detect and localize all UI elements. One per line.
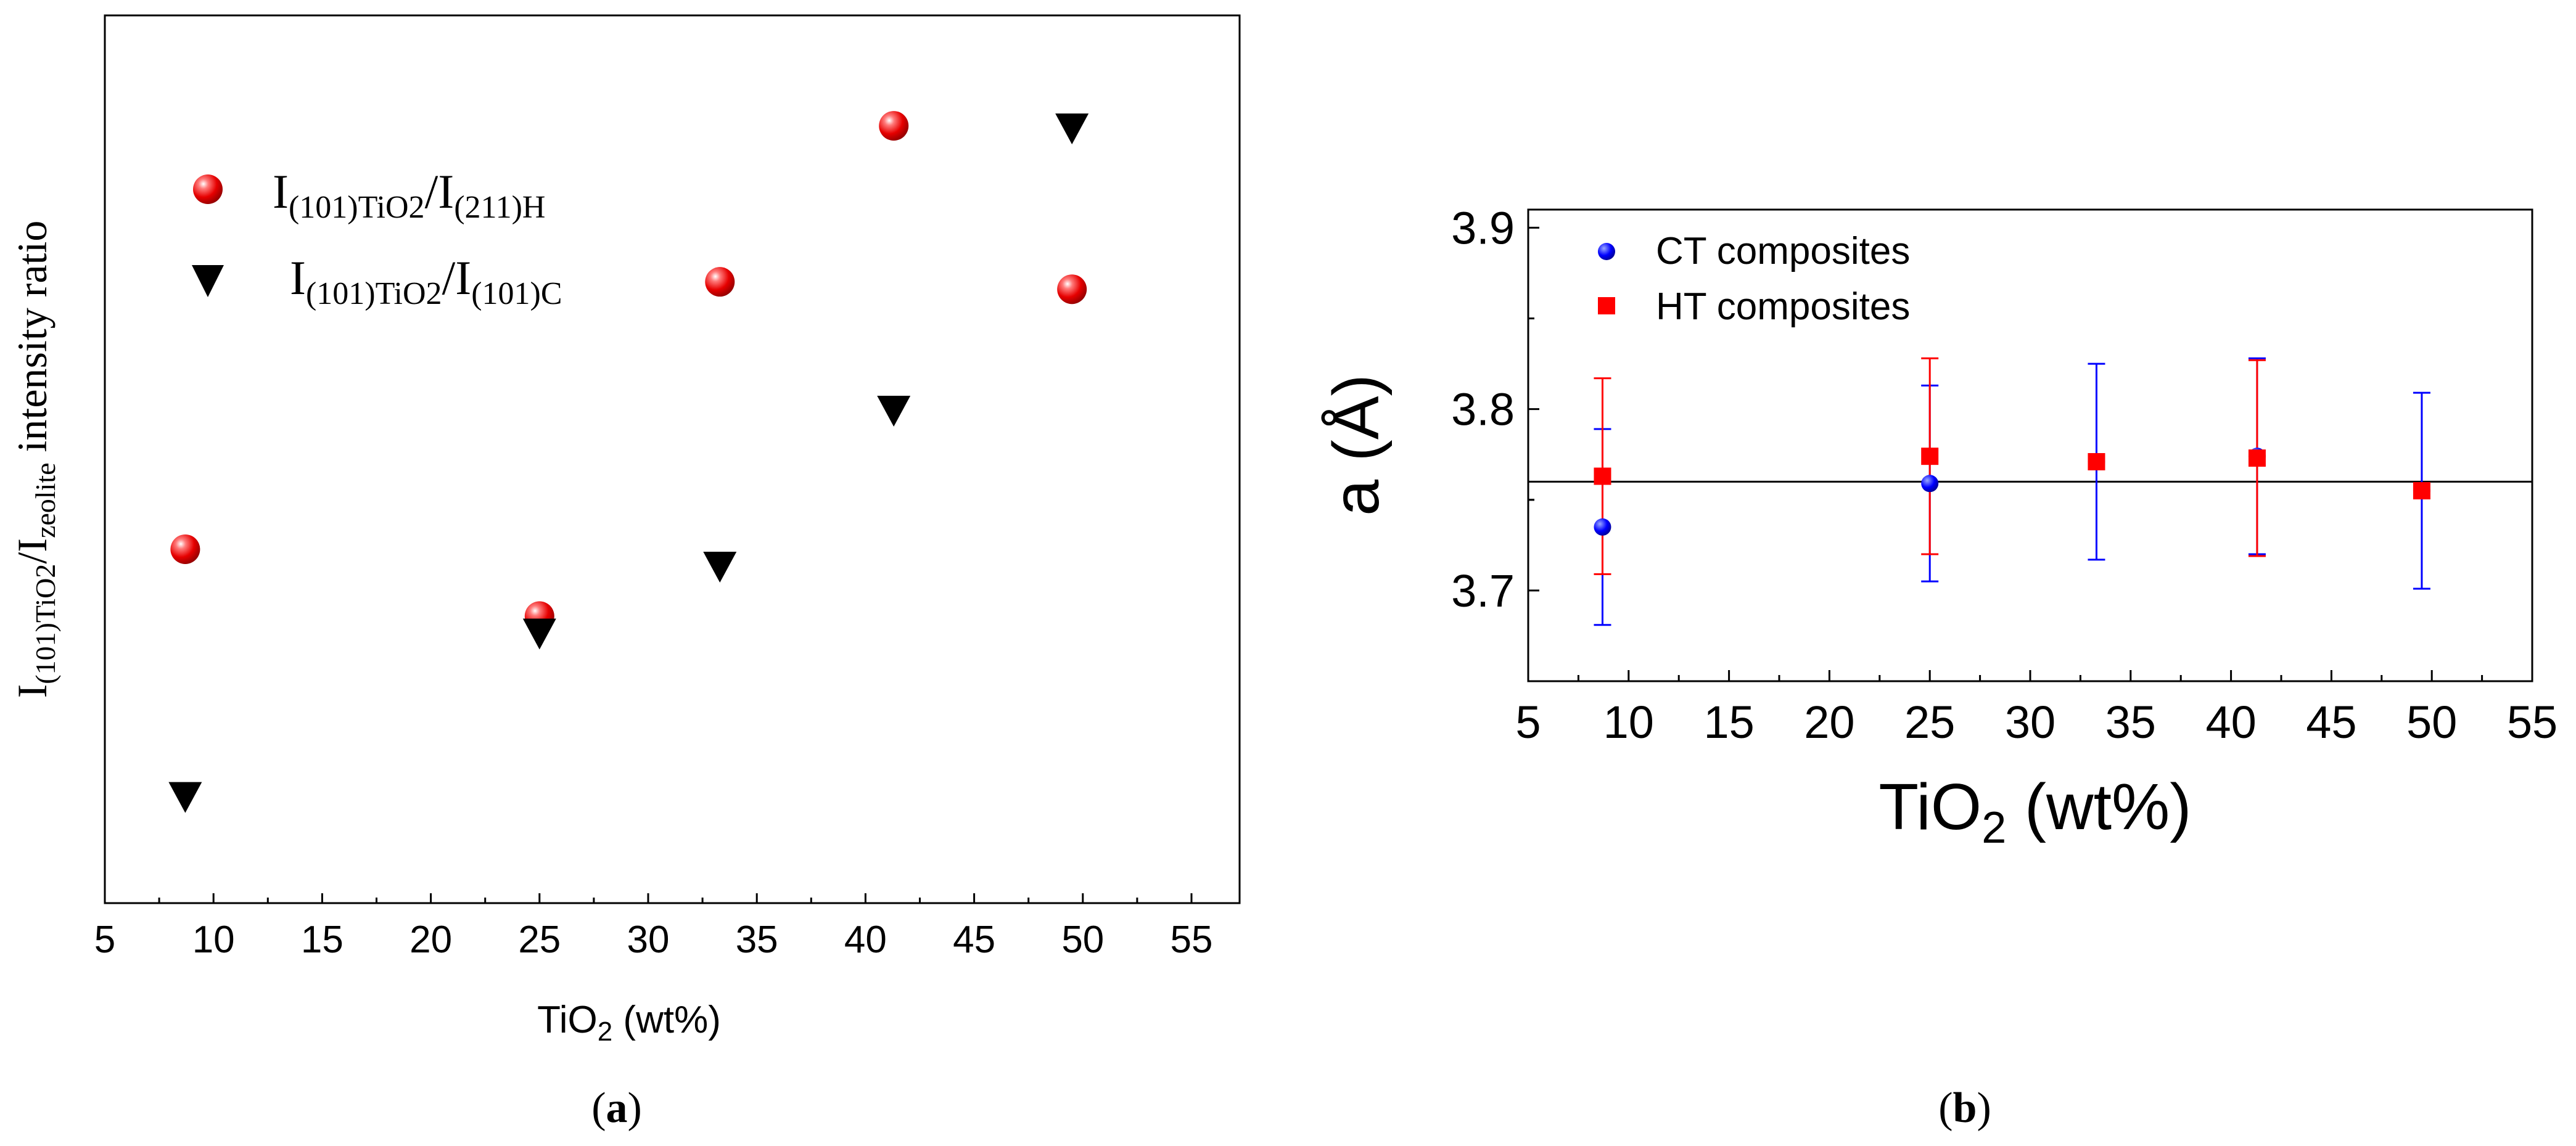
panel-b-x-tick-label: 30 xyxy=(2005,697,2055,748)
panel-b-y-axis-title: a (Å) xyxy=(1320,374,1393,516)
legend-b-ct-label: CT composites xyxy=(1656,230,1910,272)
panel-a-x-tick-label: 15 xyxy=(301,919,344,961)
panel-b-x-tick-label: 15 xyxy=(1703,697,1754,748)
panel-a-x-ticks xyxy=(104,893,1193,903)
panel-a-x-tick-label: 10 xyxy=(192,919,235,961)
panel-b-x-tick-label: 40 xyxy=(2205,697,2256,748)
legend-b-ct-marker xyxy=(1598,243,1615,260)
panel-a-x-tick-label: 40 xyxy=(844,919,887,961)
panel-a-sphere-point xyxy=(705,267,735,297)
panel-a-x-tick-label: 55 xyxy=(1171,919,1213,961)
panel-b-y-tick-labels: 3.7 3.8 3.9 xyxy=(1451,202,1515,616)
panel-a-x-axis-title: TiO2 (wt%) xyxy=(537,999,721,1047)
panel-b-ct-point xyxy=(1921,475,1939,493)
panel-a-triangle-point xyxy=(703,552,737,583)
legend-b-ht-marker xyxy=(1598,297,1615,314)
panel-b-ct-point xyxy=(1594,518,1611,536)
panel-b-ht-point xyxy=(2248,449,2266,467)
panel-a-x-tick-label: 25 xyxy=(518,919,561,961)
panel-a-plot-frame xyxy=(104,14,1241,904)
panel-a-x-tick-labels: 5 10 15 20 25 30 35 40 45 50 55 xyxy=(94,919,1213,961)
panel-b-y-tick-label: 3.8 xyxy=(1451,384,1515,435)
panel-b-x-tick-label: 20 xyxy=(1804,697,1854,748)
panel-a-sphere-point xyxy=(879,111,909,141)
panel-b-x-tick-label: 5 xyxy=(1515,697,1541,748)
panel-b-x-tick-label: 10 xyxy=(1603,697,1654,748)
panel-b-points xyxy=(1594,448,2430,536)
panel-b-x-tick-label: 50 xyxy=(2406,697,2457,748)
panel-a-x-tick-label: 30 xyxy=(627,919,670,961)
panel-b-y-tick-label: 3.7 xyxy=(1451,565,1515,616)
panel-a-triangle-point xyxy=(1055,113,1089,145)
panel-b-x-tick-labels: 5 10 15 20 25 30 35 40 45 50 55 xyxy=(1515,697,2557,748)
legend-b-ht-label: HT composites xyxy=(1656,285,1910,328)
panel-b-error-bars xyxy=(1594,357,2430,626)
panel-b-ht-point xyxy=(1921,448,1939,465)
panel-a-triangle-point xyxy=(877,396,911,427)
panel-a-x-tick-label: 20 xyxy=(409,919,452,961)
panel-a-triangle-point xyxy=(168,782,202,813)
panel-b-x-tick-label: 45 xyxy=(2306,697,2356,748)
legend-a-series-1-label: I(101)TiO2/I(211)H xyxy=(273,165,545,225)
panel-b-x-tick-label: 25 xyxy=(1904,697,1955,748)
panel-a-x-tick-label: 5 xyxy=(94,919,115,961)
panel-b-x-tick-label: 35 xyxy=(2105,697,2156,748)
panel-a-x-tick-label: 50 xyxy=(1061,919,1104,961)
panel-b-plot-frame xyxy=(1527,208,2533,682)
legend-a-sphere-marker xyxy=(193,174,223,204)
panel-b-ht-point xyxy=(2088,452,2105,470)
panel-a-y-axis-title: I(101)TiO2/Izeolite intensity ratio xyxy=(9,221,61,698)
panel-a-triangle-point xyxy=(522,618,556,650)
panel-b-ht-point xyxy=(1594,467,1611,485)
panel-b-x-tick-label: 55 xyxy=(2507,697,2557,748)
panel-b-ht-point xyxy=(2413,482,2430,500)
panel-b-x-ticks xyxy=(1527,670,2533,681)
panel-a-x-tick-label: 35 xyxy=(736,919,778,961)
panel-b-legend: CT composites HT composites xyxy=(1598,230,1910,328)
panel-a-legend: I(101)TiO2/I(211)H I(101)TiO2/I(101)C xyxy=(192,165,562,311)
panel-a-x-tick-label: 45 xyxy=(953,919,995,961)
legend-a-triangle-marker xyxy=(192,265,224,297)
panel-a-caption: (a) xyxy=(591,1084,642,1132)
panel-b-x-axis-title: TiO2 (wt%) xyxy=(1879,771,2191,853)
legend-a-series-2-label: I(101)TiO2/I(101)C xyxy=(290,251,562,311)
panel-b: 5 10 15 20 25 30 35 40 45 50 55 3.7 3.8 3.9 CT compo… xyxy=(1320,202,2557,1132)
panel-a-sphere-point xyxy=(1057,274,1087,305)
panel-a-sphere-point xyxy=(170,534,200,564)
panel-b-y-ticks xyxy=(1528,226,1539,592)
panel-b-caption: (b) xyxy=(1938,1084,1991,1132)
panel-a: 5 10 15 20 25 30 35 40 45 50 55 I(101)TiO2/I(211)H… xyxy=(9,14,1241,1132)
panel-b-y-tick-label: 3.9 xyxy=(1451,202,1515,253)
panel-a-points xyxy=(168,111,1089,813)
